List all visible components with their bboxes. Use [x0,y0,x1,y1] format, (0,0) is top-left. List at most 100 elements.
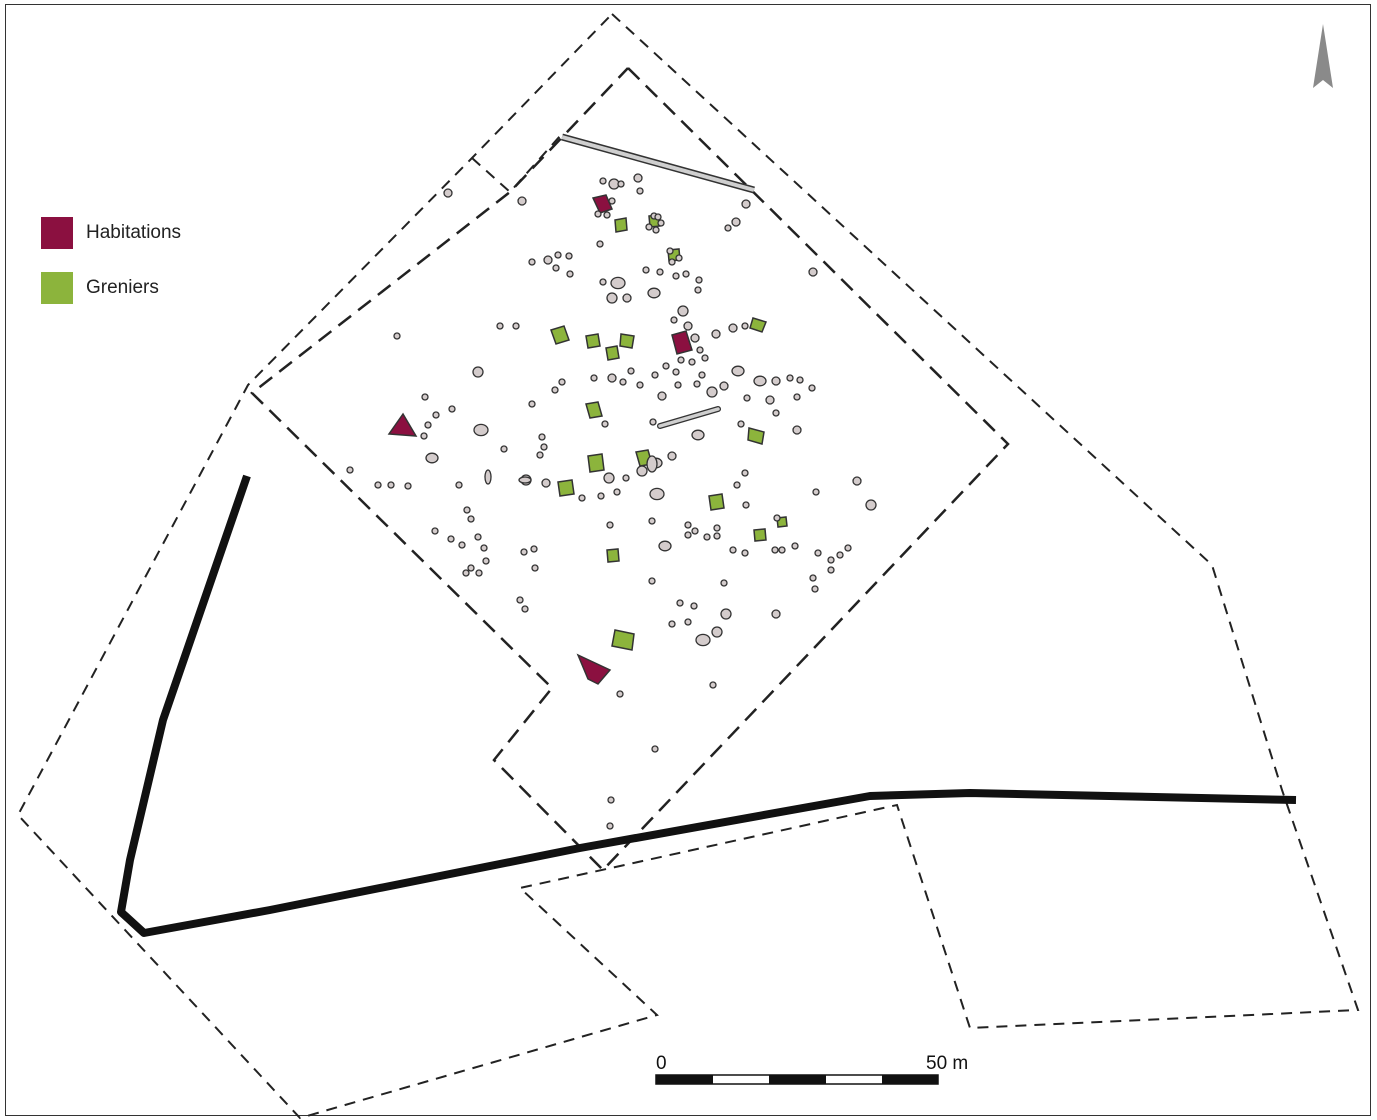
scale-bar [655,1074,939,1085]
habitations-swatch [41,217,73,249]
habitation [387,412,418,437]
pit [636,187,644,195]
pit [741,549,749,557]
pit [688,358,696,366]
pit [590,374,598,382]
grenier [614,217,628,233]
pit [836,551,844,559]
pit [463,506,471,514]
pit [672,272,680,280]
legend-greniers-label: Greniers [86,277,159,298]
pit [696,346,704,354]
pit [711,626,723,638]
pit [480,544,488,552]
pit [421,393,429,401]
pit [543,255,553,265]
pit [599,177,607,185]
pit [472,366,484,378]
pit [675,254,683,262]
pit [772,409,780,417]
pit [633,173,643,183]
north-arrow-icon [1313,24,1333,88]
pit [676,599,684,607]
pit [648,577,656,585]
legend-greniers: Greniers [41,272,159,304]
pit [743,394,751,402]
pit [606,292,618,304]
pit [771,609,781,619]
pit [538,433,546,441]
grenier [587,453,605,473]
pit [613,488,621,496]
pit [741,469,749,477]
pit [387,481,395,489]
pit [728,323,738,333]
legend-habitations: Habitations [41,217,181,249]
pit [540,443,548,451]
grenier [557,479,575,497]
pit [627,367,635,375]
pit [698,371,706,379]
pit [420,432,428,440]
pit [500,445,508,453]
scale-start-label: 0 [656,1053,667,1074]
pit [636,465,648,477]
pit [601,420,609,428]
pit [607,796,615,804]
pit [666,247,674,255]
pit [608,197,616,205]
pit [827,566,835,574]
pit [733,481,741,489]
pit [737,420,745,428]
pit [657,219,665,227]
pit [467,564,475,572]
pit [475,569,483,577]
pit [792,425,802,435]
pit [448,405,456,413]
pit [684,531,692,539]
pit [651,371,659,379]
grenier [585,333,601,349]
excavation-notch [471,135,561,194]
pit [558,378,566,386]
pit [672,368,680,376]
pit [691,429,705,441]
pit [656,268,664,276]
pit [808,384,816,392]
pit [521,605,529,613]
pit [720,608,732,620]
grenier [606,548,620,563]
pit [528,258,536,266]
pit [695,633,711,647]
pit [642,266,650,274]
pit [374,481,382,489]
pit [667,451,677,461]
habitation [591,194,614,214]
pit [695,276,703,284]
pit [844,544,852,552]
ditch-north-fill [561,135,755,192]
pit [731,365,745,377]
grenier [619,333,635,349]
pit [693,380,701,388]
pit [690,333,700,343]
pit [729,546,737,554]
pit [694,286,702,294]
pit [622,474,630,482]
pit [793,393,801,401]
pit [528,400,536,408]
pit [404,482,412,490]
pit [773,514,781,522]
pit [646,455,658,473]
pit [530,545,538,553]
pit [719,381,729,391]
pit [531,564,539,572]
pit [796,376,804,384]
features-layer [346,173,877,830]
pit [649,487,665,501]
pit [658,540,672,552]
pit [346,466,354,474]
excavation-boundary [250,67,1010,872]
pit [393,332,401,340]
pit [607,373,617,383]
